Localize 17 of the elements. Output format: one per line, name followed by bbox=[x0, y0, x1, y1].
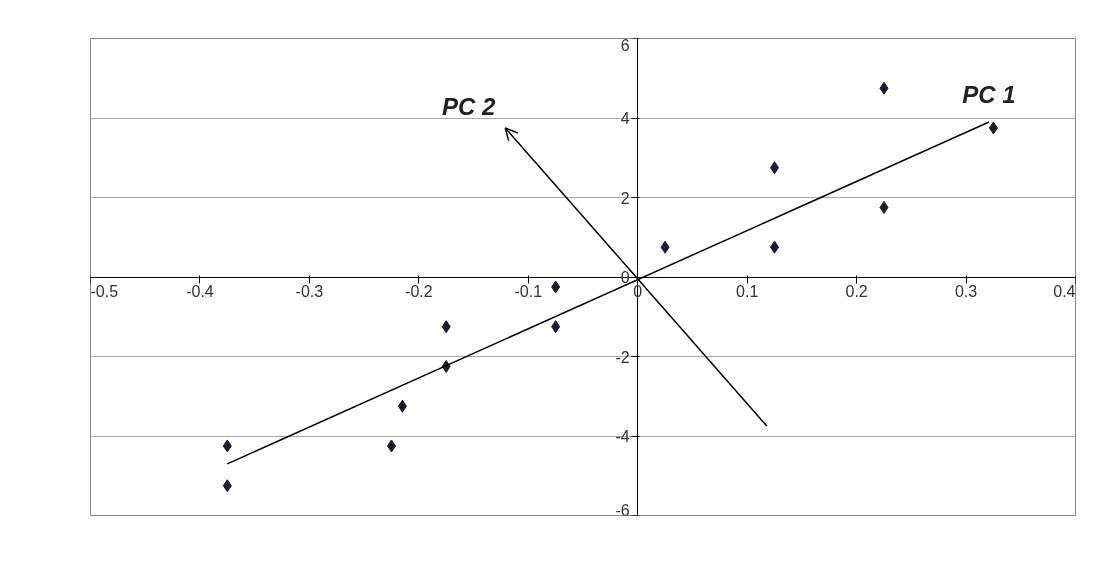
x-tick-label: 0.1 bbox=[736, 283, 759, 300]
y-tick-label: 2 bbox=[620, 189, 630, 207]
x-tick-label: -0.2 bbox=[405, 283, 433, 300]
x-tick-label: -0.3 bbox=[295, 283, 324, 300]
y-tick-label: -2 bbox=[615, 348, 630, 366]
x-tick-label: -0.5 bbox=[90, 283, 119, 300]
series-label: PC 1 bbox=[962, 80, 1016, 108]
x-tick-label: -0.4 bbox=[186, 283, 214, 300]
x-tick-label: -0.1 bbox=[514, 283, 543, 300]
series-label: PC 2 bbox=[441, 92, 496, 120]
y-tick-label: -4 bbox=[615, 428, 630, 445]
y-tick-label: 6 bbox=[620, 36, 630, 54]
x-tick-label: 0.4 bbox=[1053, 283, 1076, 300]
y-tick-label: -6 bbox=[615, 501, 630, 519]
x-tick-label: 0.3 bbox=[954, 283, 978, 300]
y-tick-label: 4 bbox=[620, 110, 630, 127]
x-tick-label: 0.2 bbox=[845, 283, 868, 300]
